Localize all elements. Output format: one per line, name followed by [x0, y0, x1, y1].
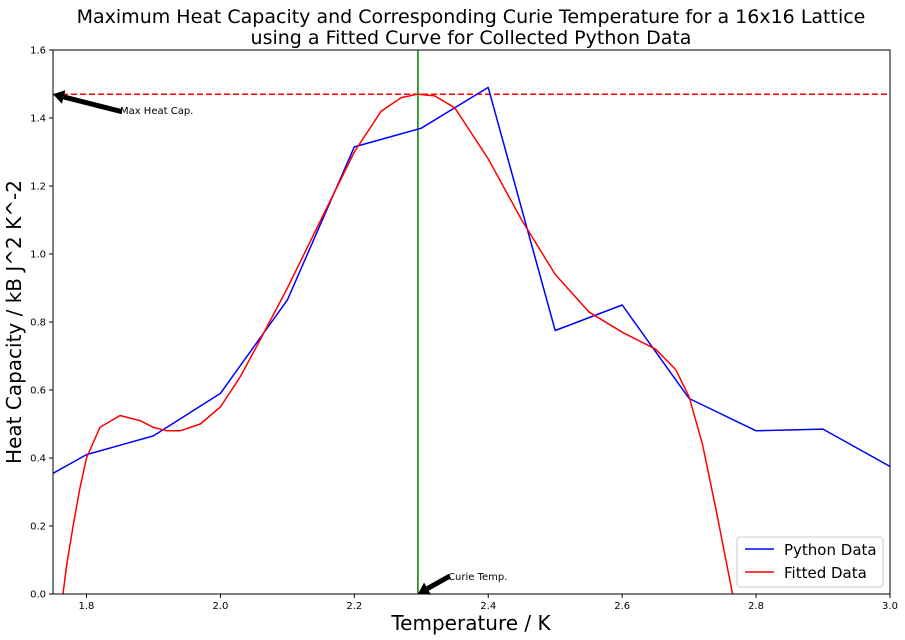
max-heat-cap-annotation-arrow-shaft — [63, 94, 123, 115]
fitted-data-line — [62, 93, 734, 594]
curie-temp-annotation-arrow-head — [417, 582, 431, 595]
plot-frame — [52, 49, 891, 595]
legend-fitted-data-label: Fitted Data — [784, 564, 867, 582]
max-heat-cap-annotation-arrow-head — [53, 90, 66, 104]
max-heat-cap-annotation-text: Max Heat Cap. — [120, 106, 193, 117]
chart-title-line-1: Maximum Heat Capacity and Corresponding … — [77, 6, 866, 28]
curie-temp-annotation: Curie Temp. — [417, 572, 507, 595]
x-tick-label: 1.8 — [79, 601, 95, 612]
y-axis-label: Heat Capacity / kB J^2 K^-2 — [2, 180, 26, 464]
y-tick-label: 1.0 — [30, 250, 46, 261]
y-tick-label: 0.4 — [30, 454, 46, 465]
x-tick-label: 3.0 — [882, 601, 898, 612]
x-tick-label: 2.0 — [212, 601, 228, 612]
x-tick-label: 2.2 — [346, 601, 362, 612]
y-tick-label: 0.6 — [30, 386, 46, 397]
chart-title-line-2: using a Fitted Curve for Collected Pytho… — [251, 27, 692, 49]
y-tick-label: 1.4 — [30, 114, 46, 125]
legend: Python Data Fitted Data — [736, 536, 884, 588]
legend-python-data-label: Python Data — [784, 541, 877, 559]
y-tick-label: 0.0 — [30, 590, 46, 601]
max-heat-cap-annotation: Max Heat Cap. — [53, 90, 193, 117]
x-tick-label: 2.8 — [748, 601, 764, 612]
curie-temp-annotation-text: Curie Temp. — [448, 572, 507, 583]
curie-temp-annotation-arrow-shaft — [426, 573, 452, 591]
x-tick-label: 2.4 — [480, 601, 496, 612]
python-data-line — [53, 86, 890, 474]
y-tick-label: 0.2 — [30, 522, 46, 533]
y-tick-label: 1.2 — [30, 182, 46, 193]
x-tick-label: 2.6 — [614, 601, 630, 612]
x-axis-label: Temperature / K — [390, 611, 551, 635]
y-tick-label: 0.8 — [30, 318, 46, 329]
y-tick-label: 1.6 — [30, 46, 46, 57]
